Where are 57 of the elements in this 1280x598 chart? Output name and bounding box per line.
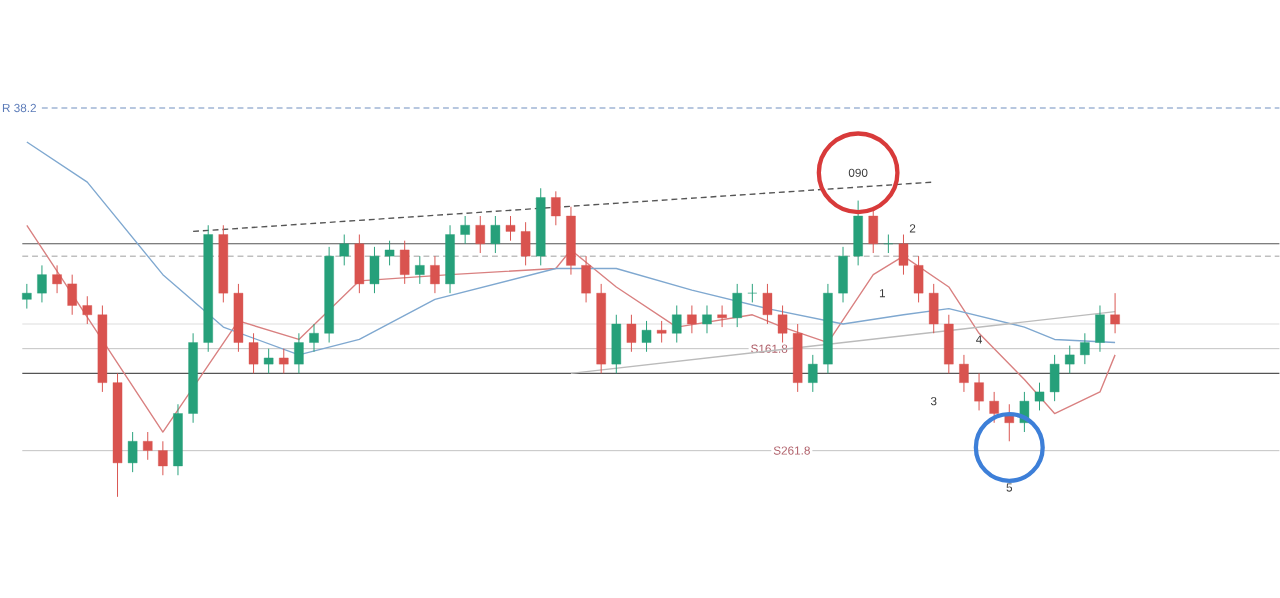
candlestick <box>868 206 878 254</box>
candlestick <box>687 305 697 335</box>
candlestick <box>626 314 637 353</box>
candlestick <box>974 373 984 412</box>
candlestick <box>747 283 758 304</box>
candlestick <box>1049 354 1060 403</box>
candlestick <box>309 323 319 353</box>
candlestick <box>702 305 712 335</box>
candlestick <box>808 354 818 393</box>
candlestick <box>717 305 727 329</box>
candlestick <box>1065 345 1075 375</box>
candlestick <box>898 234 909 276</box>
candlestick <box>263 348 274 375</box>
candlestick <box>505 215 516 242</box>
candlestick <box>248 333 259 375</box>
candlestick <box>294 333 304 375</box>
candlestick <box>384 240 395 267</box>
candlestick <box>490 215 501 254</box>
candlestick <box>762 283 773 325</box>
candlestick <box>354 234 365 295</box>
candlestick <box>1095 305 1105 353</box>
candlestick <box>959 354 969 393</box>
candlestick <box>475 215 486 254</box>
candlestick <box>611 314 622 375</box>
candlestick <box>143 431 153 461</box>
candlestick <box>641 320 652 353</box>
candlestick <box>732 283 742 329</box>
candlestick <box>656 320 667 344</box>
candlestick <box>279 348 289 375</box>
candlestick <box>551 191 561 227</box>
candlestick <box>22 283 32 310</box>
candlestick <box>399 240 410 285</box>
candlestick <box>883 234 894 254</box>
candlestick <box>989 391 999 424</box>
candlestick <box>1110 293 1120 335</box>
candlestick <box>913 256 924 304</box>
candlestick <box>838 246 848 304</box>
candlestick <box>52 265 62 295</box>
candlestick <box>581 256 591 304</box>
candlestick <box>1080 333 1090 366</box>
candlestick <box>67 274 77 316</box>
candlestick <box>82 296 93 325</box>
candlestick <box>158 441 168 477</box>
candlestick <box>127 431 138 474</box>
candlestick <box>37 265 47 304</box>
candlestick <box>853 200 863 267</box>
candlestick <box>777 305 788 344</box>
candlestick <box>430 256 440 295</box>
candlestick <box>460 215 470 245</box>
candlestick <box>415 256 425 285</box>
candlestick <box>944 314 954 375</box>
candlestick <box>339 234 349 267</box>
candlestick <box>672 305 682 344</box>
candlestick <box>369 246 380 295</box>
candlestick <box>928 283 939 335</box>
candlestick <box>1034 382 1045 412</box>
candlestick <box>520 222 531 267</box>
